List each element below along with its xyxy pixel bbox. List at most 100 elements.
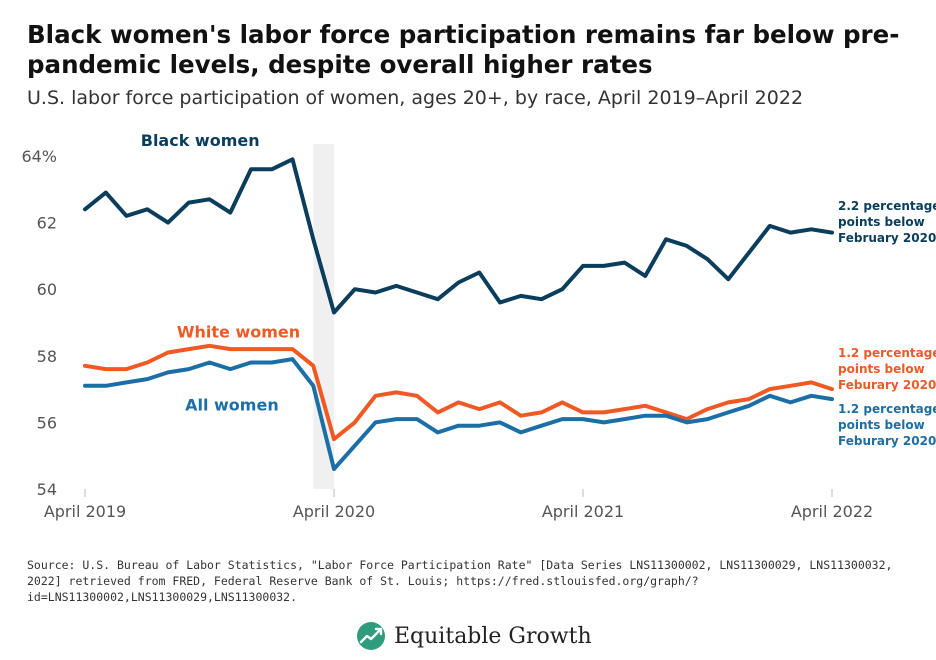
- data-point-all-women: [643, 414, 647, 418]
- series-lines: [83, 157, 834, 471]
- data-point-all-women: [622, 417, 627, 421]
- annotation-all-women: 1.2 percentage points below Feburary 2020: [838, 402, 936, 448]
- data-point-black-women: [477, 270, 481, 275]
- y-axis: 54 56 58 60 62 64%: [21, 147, 57, 499]
- data-point-black-women: [124, 214, 129, 218]
- data-point-black-women: [830, 230, 834, 235]
- data-point-white-women: [643, 404, 647, 408]
- data-point-white-women: [436, 410, 440, 415]
- data-point-all-women: [830, 397, 834, 401]
- annotation-line: points below: [838, 362, 925, 376]
- series-label-white-women: White women: [177, 322, 300, 341]
- data-point-all-women: [747, 404, 751, 408]
- data-point-all-women: [104, 384, 108, 388]
- data-point-white-women: [373, 394, 378, 398]
- data-point-all-women: [477, 424, 481, 428]
- data-point-all-women: [560, 417, 564, 421]
- chart-title: Black women's labor force participation …: [27, 20, 900, 79]
- data-point-white-women: [622, 407, 627, 411]
- x-tick-label: April 2019: [44, 502, 126, 521]
- data-point-all-women: [602, 420, 606, 424]
- annotation-line: February 2020: [838, 231, 936, 245]
- data-point-white-women: [270, 347, 274, 351]
- data-point-all-women: [145, 377, 149, 381]
- data-point-black-women: [104, 191, 108, 195]
- annotation-line: Feburary 2020: [838, 378, 936, 392]
- data-point-black-women: [788, 230, 793, 235]
- data-point-black-women: [643, 274, 647, 278]
- data-point-all-women: [228, 367, 232, 371]
- data-point-black-women: [83, 207, 87, 211]
- end-annotations: 2.2 percentage points below February 2020 1…: [838, 199, 936, 448]
- data-point-all-women: [270, 360, 274, 365]
- data-point-white-women: [166, 350, 170, 355]
- data-point-white-women: [726, 400, 730, 405]
- x-tick-label: April 2022: [791, 502, 873, 521]
- y-tick-label: 64%: [21, 147, 57, 166]
- data-point-white-women: [83, 364, 87, 368]
- annotation-line: points below: [838, 418, 925, 432]
- data-point-white-women: [228, 347, 232, 351]
- data-point-all-women: [685, 420, 689, 424]
- data-point-all-women: [83, 384, 87, 388]
- data-point-black-women: [228, 211, 232, 215]
- data-point-white-women: [104, 367, 108, 371]
- data-point-white-women: [539, 410, 544, 415]
- brand-name: Equitable Growth: [394, 623, 592, 649]
- series-line-black-women: [83, 157, 834, 315]
- source-note: Source: U.S. Bureau of Labor Statistics,…: [27, 558, 893, 604]
- data-point-all-women: [332, 467, 336, 471]
- data-point-white-women: [519, 414, 523, 418]
- data-point-black-women: [519, 294, 523, 298]
- data-point-white-women: [705, 407, 710, 411]
- data-point-black-women: [166, 221, 170, 225]
- data-point-all-women: [581, 417, 585, 421]
- data-point-black-women: [685, 244, 689, 248]
- growth-leaf-icon: [357, 622, 385, 650]
- data-point-white-women: [187, 347, 191, 351]
- data-point-all-women: [415, 417, 419, 421]
- x-axis: April 2019 April 2020 April 2021 April 2022: [44, 489, 873, 521]
- data-point-black-women: [664, 237, 668, 241]
- y-tick-label: 62: [37, 214, 57, 233]
- data-point-white-women: [685, 417, 689, 421]
- data-point-all-women: [187, 367, 191, 371]
- data-point-white-women: [809, 380, 813, 385]
- data-point-all-women: [809, 394, 813, 398]
- data-point-black-women: [353, 287, 357, 291]
- data-point-white-women: [124, 367, 129, 371]
- y-tick-label: 60: [37, 280, 57, 299]
- data-point-black-women: [373, 290, 378, 295]
- data-point-all-women: [124, 380, 129, 385]
- data-point-all-women: [394, 417, 398, 421]
- data-point-white-women: [830, 387, 834, 391]
- x-tick-label: April 2021: [542, 502, 624, 521]
- data-point-black-women: [249, 167, 253, 171]
- series-label-all-women: All women: [185, 396, 279, 415]
- data-point-white-women: [788, 384, 793, 388]
- series-label-black-women: Black women: [141, 131, 260, 150]
- chart-subtitle: U.S. labor force participation of women,…: [27, 87, 804, 109]
- data-point-black-women: [207, 197, 212, 201]
- data-point-black-women: [145, 207, 149, 211]
- pandemic-shaded-band: [313, 144, 334, 489]
- brand-logo: Equitable Growth: [356, 620, 592, 652]
- data-point-white-women: [581, 410, 585, 415]
- annotation-line: 1.2 percentage: [838, 346, 936, 360]
- data-point-all-women: [353, 444, 357, 448]
- data-point-black-women: [436, 297, 440, 301]
- annotation-line: 2.2 percentage: [838, 199, 936, 213]
- annotation-line: Feburary 2020: [838, 434, 936, 448]
- annotation-line: 1.2 percentage: [838, 402, 936, 416]
- y-tick-label: 56: [37, 413, 57, 432]
- data-point-black-women: [560, 287, 564, 291]
- data-point-all-women: [436, 430, 440, 434]
- annotation-white-women: 1.2 percentage points below Feburary 2020: [838, 346, 936, 392]
- data-point-all-women: [726, 410, 730, 415]
- data-point-black-women: [498, 300, 502, 305]
- data-point-white-women: [332, 437, 336, 441]
- data-point-white-women: [747, 397, 751, 401]
- data-point-black-women: [705, 257, 710, 261]
- data-point-white-women: [664, 410, 668, 415]
- data-point-black-women: [768, 224, 772, 228]
